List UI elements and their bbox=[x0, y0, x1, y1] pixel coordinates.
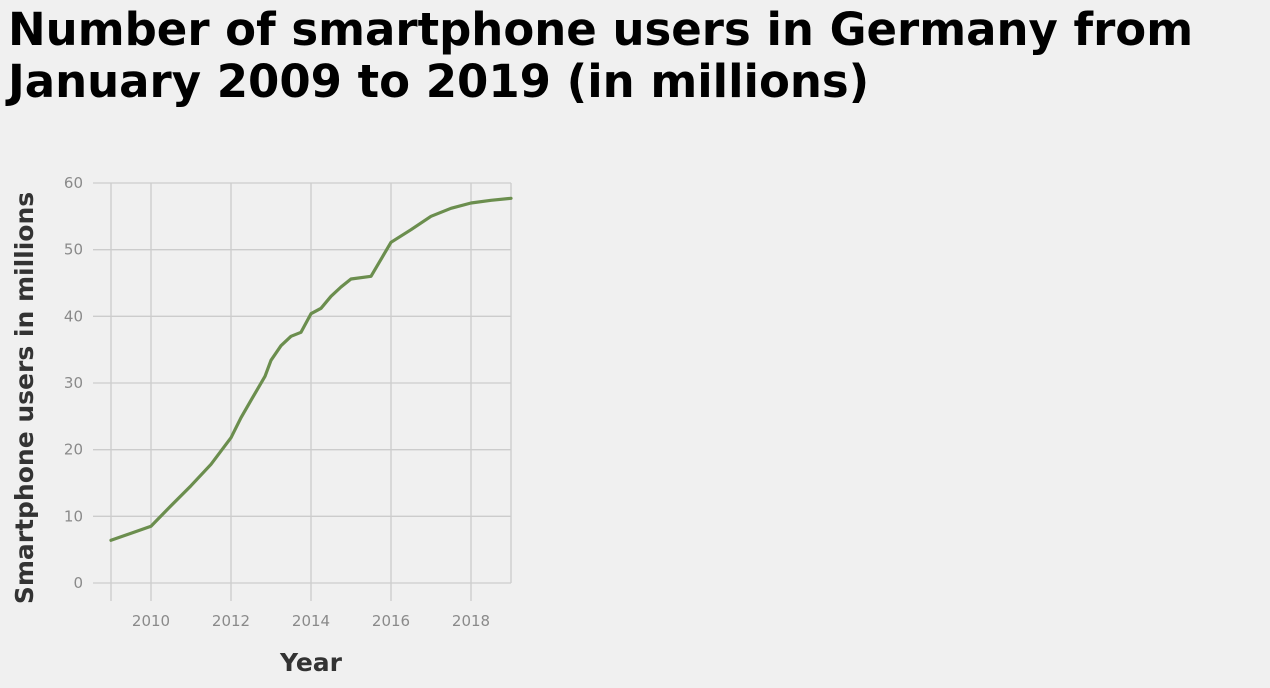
x-tick-label: 2012 bbox=[212, 612, 250, 630]
tick-labels: 0 10 20 30 40 50 60 2010 2012 2014 2016 2018 bbox=[64, 174, 490, 630]
chart-title: Number of smartphone users in Germany fr… bbox=[8, 3, 1194, 108]
y-tick-label: 20 bbox=[64, 441, 83, 459]
y-axis-title: Smartphone users in millions bbox=[10, 192, 39, 604]
y-tick-label: 30 bbox=[64, 374, 83, 392]
y-tick-label: 40 bbox=[64, 307, 83, 325]
grid bbox=[93, 182, 512, 601]
y-tick-label: 50 bbox=[64, 241, 83, 259]
x-tick-label: 2018 bbox=[452, 612, 490, 630]
x-axis-title: Year bbox=[279, 648, 343, 677]
y-tick-label: 10 bbox=[64, 507, 83, 525]
x-tick-label: 2016 bbox=[372, 612, 410, 630]
y-tick-label: 0 bbox=[73, 574, 83, 592]
y-tick-label: 60 bbox=[64, 174, 83, 192]
series-layer bbox=[109, 196, 513, 542]
x-tick-label: 2014 bbox=[292, 612, 330, 630]
series-line bbox=[109, 196, 513, 542]
x-tick-label: 2010 bbox=[132, 612, 170, 630]
